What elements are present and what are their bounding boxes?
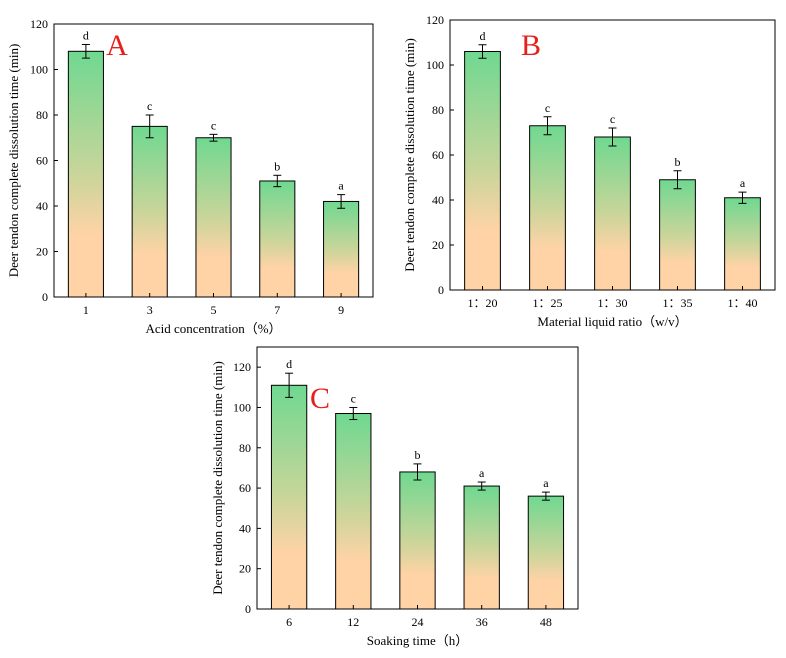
significance-label: d — [480, 29, 486, 43]
x-tick-label: 7 — [274, 303, 280, 317]
significance-label: c — [545, 101, 550, 115]
significance-label: b — [274, 159, 280, 173]
x-tick-label: 9 — [338, 303, 344, 317]
bar — [67, 50, 104, 298]
significance-label: a — [740, 176, 746, 190]
y-tick-label: 60 — [432, 148, 444, 162]
bar — [335, 413, 372, 610]
bar — [529, 125, 566, 291]
bar — [259, 180, 296, 298]
bar — [323, 200, 360, 298]
y-tick-label: 20 — [432, 238, 444, 252]
y-tick-label: 40 — [432, 193, 444, 207]
x-axis-title: Soaking time（h） — [367, 633, 468, 648]
y-tick-label: 80 — [432, 103, 444, 117]
x-tick-label: 1：25 — [532, 296, 562, 310]
significance-label: c — [610, 112, 615, 126]
x-tick-label: 5 — [211, 303, 217, 317]
x-tick-label: 1：40 — [727, 296, 757, 310]
significance-label: c — [351, 391, 356, 405]
y-tick-label: 60 — [239, 481, 251, 495]
bar — [270, 384, 308, 610]
y-tick-label: 100 — [426, 58, 444, 72]
y-axis-title: Deer tendon complete dissolution time (m… — [210, 361, 225, 595]
y-tick-label: 120 — [426, 13, 444, 27]
x-tick-label: 48 — [540, 615, 552, 629]
bar — [131, 125, 168, 298]
bar — [464, 51, 501, 291]
y-tick-label: 80 — [36, 108, 48, 122]
x-tick-label: 1：20 — [467, 296, 497, 310]
significance-label: c — [211, 118, 216, 132]
x-tick-label: 12 — [347, 615, 359, 629]
bar — [724, 197, 761, 291]
x-axis-title: Acid concentration（%） — [145, 321, 281, 336]
x-tick-label: 1：30 — [597, 296, 627, 310]
y-axis-title: Deer tendon complete dissolution time (m… — [6, 44, 21, 278]
x-tick-label: 3 — [147, 303, 153, 317]
bar — [594, 136, 631, 291]
y-tick-label: 0 — [438, 283, 444, 297]
y-tick-label: 60 — [36, 154, 48, 168]
y-tick-label: 120 — [233, 360, 251, 374]
y-axis-title: Deer tendon complete dissolution time (m… — [402, 38, 417, 272]
x-tick-label: 36 — [476, 615, 488, 629]
bar — [463, 485, 500, 610]
significance-label: a — [338, 179, 344, 193]
significance-label: b — [675, 155, 681, 169]
bar — [659, 179, 696, 291]
x-tick-label: 6 — [286, 615, 292, 629]
panel-letter: C — [310, 382, 330, 415]
significance-label: a — [479, 466, 485, 480]
y-tick-label: 100 — [233, 400, 251, 414]
significance-label: a — [543, 476, 549, 490]
y-tick-label: 120 — [30, 17, 48, 31]
x-axis-title: Material liquid ratio（w/v） — [537, 314, 687, 329]
x-tick-label: 1：35 — [662, 296, 692, 310]
panel-letter: A — [106, 29, 128, 62]
chart-panel-b: 0 20 40 60 80 100 120 d 1：20 c 1：25 c 1：30 b 1：35 a 1：40… — [402, 13, 776, 329]
significance-label: d — [286, 357, 292, 371]
y-tick-label: 0 — [245, 602, 251, 616]
bar — [527, 495, 565, 610]
significance-label: b — [415, 448, 421, 462]
y-tick-label: 100 — [30, 63, 48, 77]
significance-label: d — [83, 28, 89, 42]
y-tick-label: 20 — [239, 562, 251, 576]
panel-letter: B — [521, 29, 541, 62]
chart-panel-a: 0 20 40 60 80 100 120 d 1 c 3 c 5 b 7 a 9 Acid concentrat… — [6, 17, 374, 336]
y-tick-label: 40 — [239, 521, 251, 535]
significance-label: c — [147, 99, 152, 113]
y-tick-label: 20 — [36, 245, 48, 259]
y-tick-label: 80 — [239, 441, 251, 455]
x-tick-label: 1 — [83, 303, 89, 317]
y-tick-label: 40 — [36, 199, 48, 213]
bar — [195, 137, 232, 298]
bar — [399, 471, 436, 610]
chart-panel-c: 0 20 40 60 80 100 120 d 6 c 12 b 24 a 36 a 48 Soaking tim… — [210, 346, 579, 648]
x-tick-label: 24 — [412, 615, 424, 629]
y-tick-label: 0 — [42, 290, 48, 304]
